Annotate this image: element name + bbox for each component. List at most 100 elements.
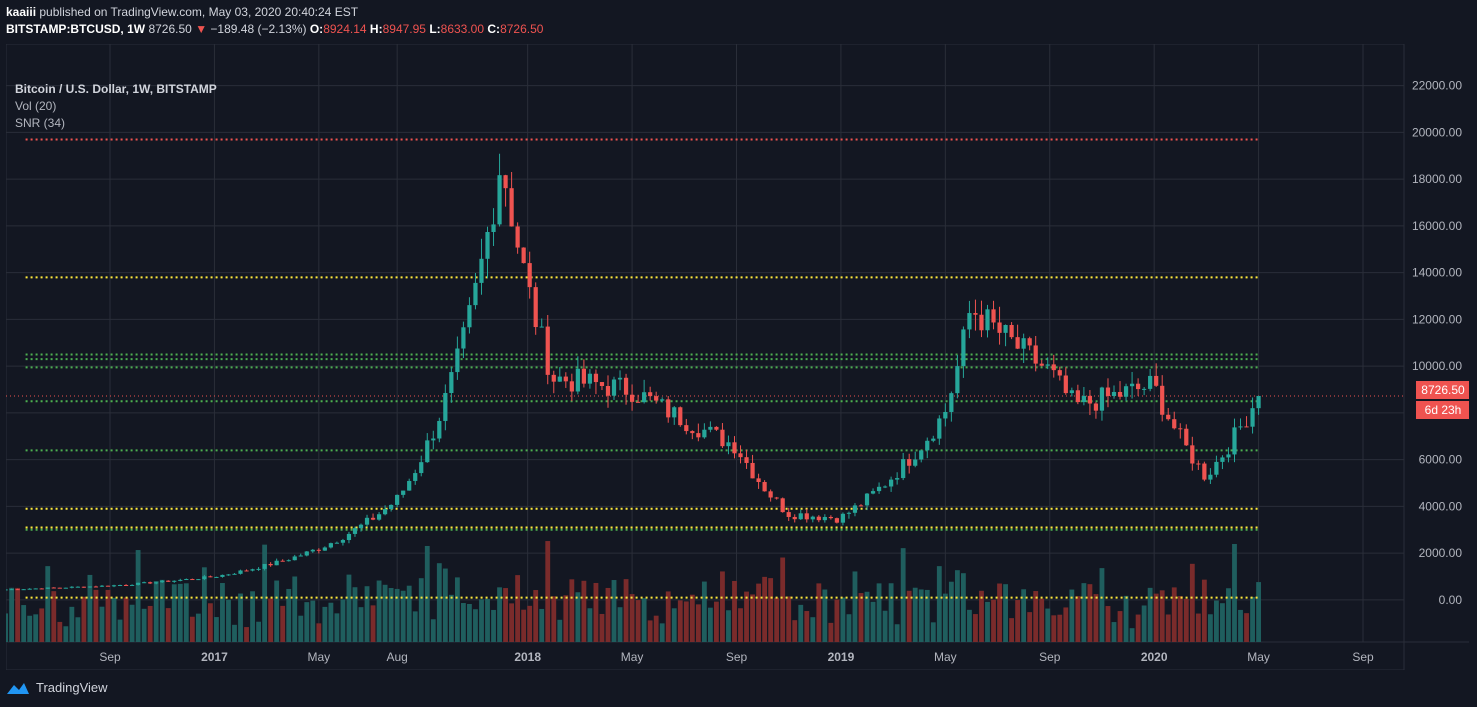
- candle-body: [551, 374, 556, 382]
- volume-bar: [111, 597, 117, 642]
- candle-body: [370, 517, 376, 520]
- volume-bar: [87, 574, 93, 642]
- candle-body: [672, 407, 677, 418]
- volume-bar: [1129, 628, 1135, 642]
- volume-bar: [876, 583, 882, 642]
- candle-body: [895, 478, 900, 480]
- volume-bar: [21, 605, 27, 642]
- volume-bar: [358, 607, 364, 642]
- volume-bar: [207, 603, 213, 642]
- volume-bar: [99, 606, 105, 642]
- volume-bar: [888, 583, 894, 642]
- candle-body: [973, 313, 978, 315]
- volume-bar: [671, 608, 677, 642]
- volume-bar: [611, 580, 617, 642]
- volume-bar: [352, 587, 358, 642]
- candle-body: [39, 588, 44, 590]
- candle-body: [27, 588, 32, 590]
- candle-body: [81, 586, 87, 588]
- candle-body: [1075, 390, 1080, 403]
- volume-bar: [1069, 589, 1075, 642]
- candle-body: [1021, 338, 1026, 349]
- candle-body: [316, 549, 321, 551]
- candle-body: [937, 418, 942, 439]
- volume-bar: [1093, 594, 1099, 642]
- candle-body: [1117, 391, 1123, 397]
- price-chart[interactable]: 22000.00 20000.00 18000.00 16000.00 14000.00…: [3, 43, 1470, 671]
- chart-grid: [5, 43, 1469, 671]
- candle-body: [1051, 364, 1056, 371]
- volume-bar: [1123, 595, 1129, 642]
- volume-bar: [1147, 587, 1153, 642]
- time-axis: Sep 2017 May Aug 2018 May Sep 2019 May Sep 2020 May…: [99, 650, 1374, 664]
- candle-body: [304, 551, 309, 556]
- candle-body: [340, 540, 346, 543]
- volume-bar: [1159, 590, 1165, 642]
- candle-body: [419, 462, 424, 474]
- candle-body: [117, 584, 123, 586]
- candle-body: [274, 560, 279, 566]
- volume-bar: [533, 590, 539, 642]
- ohlc-line: BITSTAMP:BTCUSD, 1W 8726.50 ▼ −189.48 (−…: [6, 22, 543, 36]
- candle-body: [768, 491, 773, 498]
- candle-body: [967, 313, 972, 330]
- candle-body: [642, 392, 647, 403]
- volume-bar: [280, 605, 286, 642]
- publish-info: kaaiii published on TradingView.com, May…: [6, 5, 358, 19]
- candle-body: [407, 480, 412, 491]
- candle-body: [166, 580, 171, 582]
- candle-body: [907, 459, 912, 466]
- low-label: L:: [429, 22, 441, 36]
- candles: [3, 153, 1261, 591]
- volume-bar: [195, 613, 201, 642]
- volume-bar: [954, 570, 960, 642]
- volume-bar: [3, 613, 8, 642]
- volume-bar: [1081, 583, 1087, 642]
- candle-body: [431, 438, 436, 441]
- candle-body: [949, 393, 954, 412]
- candle-body: [1166, 414, 1171, 420]
- price-axis: 22000.00 20000.00 18000.00 16000.00 14000.00…: [1412, 79, 1462, 607]
- y-tick-label: 16000.00: [1412, 219, 1462, 233]
- candle-body: [1123, 386, 1129, 397]
- candle-body: [925, 440, 930, 451]
- candle-body: [648, 392, 653, 397]
- candle-body: [804, 513, 809, 520]
- volume-bar: [521, 609, 527, 642]
- volume-bar: [105, 589, 111, 642]
- volume-bar: [852, 571, 858, 642]
- volume-bar: [316, 623, 322, 642]
- volume-bar: [701, 581, 707, 642]
- candle-body: [732, 442, 737, 454]
- volume-bar: [1063, 607, 1069, 642]
- high-value: 8947.95: [382, 22, 426, 36]
- volume-bar: [906, 590, 912, 642]
- volume-bar: [310, 600, 316, 642]
- volume-bar: [840, 597, 846, 642]
- tradingview-footer[interactable]: TradingView: [6, 680, 108, 695]
- volume-bar: [1057, 614, 1063, 642]
- candle-body: [666, 399, 671, 418]
- volume-bar: [364, 586, 370, 642]
- candle-body: [545, 326, 550, 375]
- x-tick-label: May: [1247, 650, 1270, 664]
- candle-body: [443, 393, 448, 421]
- candle-body: [413, 473, 418, 481]
- volume-bar: [509, 603, 515, 642]
- published-text: published on TradingView.com, May 03, 20…: [39, 5, 359, 19]
- volume-bar: [695, 604, 701, 642]
- y-tick-label: 14000.00: [1412, 266, 1462, 280]
- candle-body: [75, 586, 80, 588]
- volume-bar: [1015, 600, 1021, 642]
- volume-bar: [750, 594, 755, 642]
- volume-bar: [605, 587, 611, 642]
- author-name[interactable]: kaaiii: [6, 5, 37, 19]
- candle-body: [479, 258, 484, 283]
- chart-area[interactable]: 22000.00 20000.00 18000.00 16000.00 14000.00…: [3, 43, 1470, 671]
- candle-body: [184, 579, 189, 581]
- volume-bar: [467, 603, 472, 642]
- candle-body: [1256, 395, 1261, 409]
- candle-body: [473, 282, 478, 306]
- volume-bar: [497, 587, 502, 642]
- volume-bar: [274, 580, 280, 642]
